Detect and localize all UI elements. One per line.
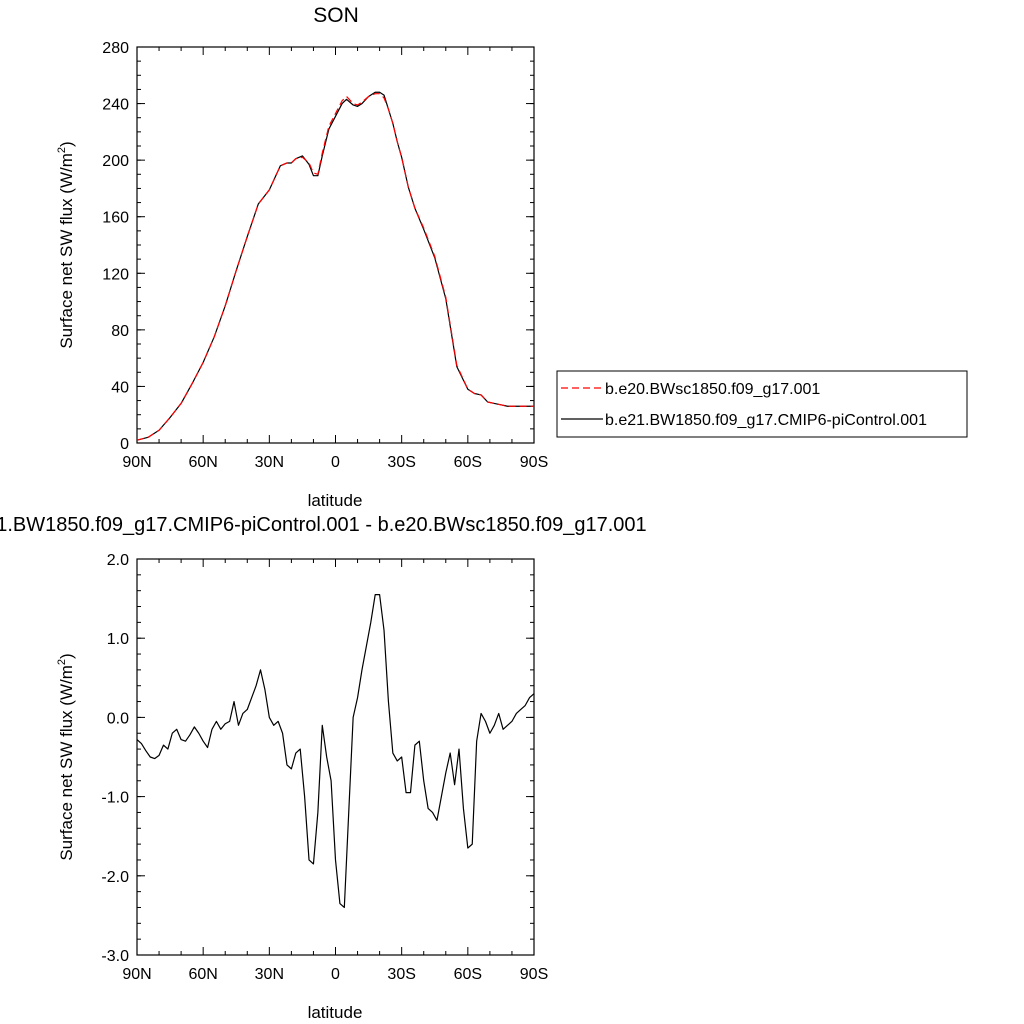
chart-2-x-tick-label: 30S <box>387 966 415 983</box>
chart-2-y-axis-label: Surface net SW flux (W/m2) <box>56 653 76 860</box>
chart-2-series <box>136 594 535 909</box>
chart-2-title: b.e21.BW1850.f09_g17.CMIP6-piControl.001… <box>0 514 647 536</box>
chart-2-x-tick-label: 90S <box>520 966 548 983</box>
chart-1-y-tick-labels: 0 40 80 120 160 200 240 280 <box>102 40 129 453</box>
chart-2-y-tick-label: -1.0 <box>101 790 129 807</box>
chart-2-x-axis-label: latitude <box>308 1003 363 1022</box>
chart-1-x-tick-label: 0 <box>331 454 340 471</box>
chart-2-plot-frame <box>136 558 535 956</box>
chart-1-y-tick-label: 240 <box>102 97 129 114</box>
chart-1-y-axis-label-close: ) <box>57 141 76 147</box>
chart-1-x-tick-label: 30S <box>387 454 415 471</box>
chart-1-y-tick-label: 280 <box>102 40 129 57</box>
chart-2-ticks <box>136 558 535 956</box>
chart-1: SON 0 40 80 120 160 200 240 280 90N 60N 30N 0 30S 60… <box>56 4 968 510</box>
chart-1-y-axis-label: Surface net SW flux (W/m2) <box>56 141 76 348</box>
chart-2-y-tick-labels: -3.0 -2.0 -1.0 0.0 1.0 2.0 <box>101 552 129 965</box>
chart-2-x-tick-label: 0 <box>331 966 340 983</box>
chart-1-title: SON <box>313 4 359 27</box>
chart-1-ticks <box>136 46 535 444</box>
legend-label-2: b.e21.BW1850.f09_g17.CMIP6-piControl.001 <box>605 412 927 429</box>
chart-1-series-line-2 <box>136 91 534 441</box>
chart-2-x-tick-label: 60S <box>454 966 482 983</box>
chart-1-x-axis-label: latitude <box>308 491 363 510</box>
chart-1-y-tick-label: 80 <box>111 323 129 340</box>
chart-2-y-axis-label-close: ) <box>57 653 76 659</box>
chart-2-y-axis-label-main: Surface net SW flux (W/m <box>57 665 76 861</box>
chart-1-y-tick-label: 200 <box>102 153 129 170</box>
chart-1-x-tick-label: 90N <box>122 454 151 471</box>
chart-2-y-tick-label: 1.0 <box>107 631 129 648</box>
chart-1-x-tick-label: 60N <box>188 454 217 471</box>
chart-2-y-tick-label: -3.0 <box>101 948 129 965</box>
chart-2-y-axis-label-sup: 2 <box>56 659 68 665</box>
legend: b.e20.BWsc1850.f09_g17.001 b.e21.BW1850.… <box>556 370 968 438</box>
chart-1-plot-frame <box>136 46 535 444</box>
legend-label-1: b.e20.BWsc1850.f09_g17.001 <box>605 381 820 398</box>
chart-2-series-line-1 <box>136 594 535 909</box>
chart-2: b.e21.BW1850.f09_g17.CMIP6-piControl.001… <box>0 514 647 1022</box>
chart-1-y-axis-label-sup: 2 <box>56 147 68 153</box>
chart-1-x-tick-label: 90S <box>520 454 548 471</box>
chart-2-x-tick-label: 30N <box>255 966 284 983</box>
chart-2-y-tick-label: -2.0 <box>101 869 129 886</box>
chart-1-series-line-1 <box>136 93 534 441</box>
legend-box <box>556 370 968 438</box>
chart-1-y-axis-label-main: Surface net SW flux (W/m <box>57 153 76 349</box>
chart-2-x-tick-labels: 90N 60N 30N 0 30S 60S 90S <box>122 966 548 983</box>
chart-2-y-tick-label: 0.0 <box>107 710 129 727</box>
chart-2-x-tick-label: 60N <box>188 966 217 983</box>
chart-1-series <box>136 91 534 441</box>
chart-1-y-tick-label: 0 <box>120 436 129 453</box>
chart-2-y-tick-label: 2.0 <box>107 552 129 569</box>
chart-1-y-tick-label: 120 <box>102 266 129 283</box>
chart-1-x-tick-labels: 90N 60N 30N 0 30S 60S 90S <box>122 454 548 471</box>
chart-1-y-tick-label: 160 <box>102 210 129 227</box>
chart-2-x-tick-label: 90N <box>122 966 151 983</box>
chart-1-x-tick-label: 60S <box>454 454 482 471</box>
chart-1-x-tick-label: 30N <box>255 454 284 471</box>
chart-1-y-tick-label: 40 <box>111 379 129 396</box>
